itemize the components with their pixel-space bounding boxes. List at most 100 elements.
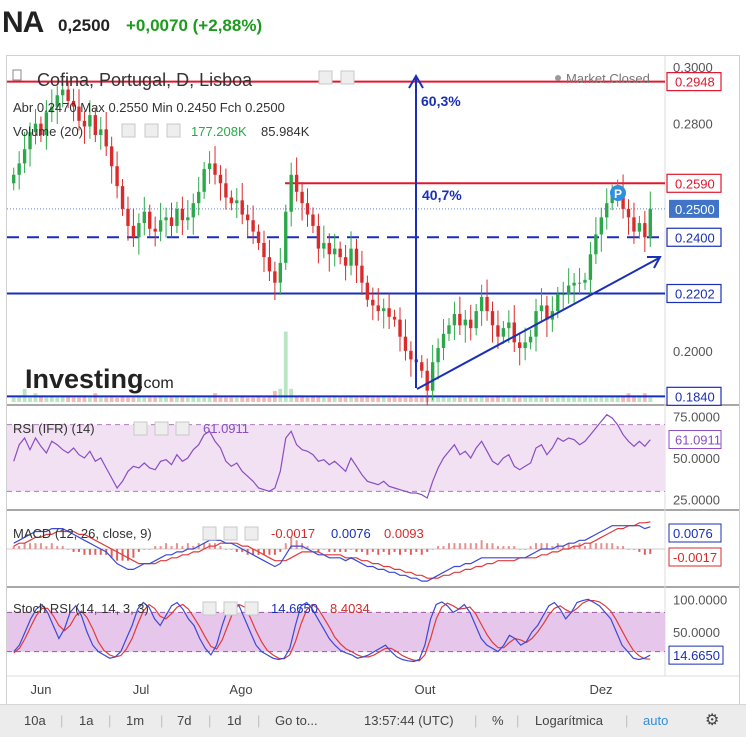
vertical-measure-arrow[interactable] — [408, 74, 424, 388]
price-tag-label: 0.2202 — [675, 286, 715, 301]
candle-body — [71, 100, 76, 107]
volume-bar — [338, 397, 343, 402]
volume-bar — [229, 397, 234, 402]
volume-bar — [77, 397, 81, 402]
auto-scale-button[interactable]: auto — [643, 713, 669, 728]
candle-body — [463, 319, 467, 326]
candle-body — [142, 211, 146, 224]
eye-icon[interactable] — [121, 123, 136, 138]
macd-histogram-bar — [567, 543, 570, 549]
macd-histogram-bar — [116, 549, 119, 561]
macd-series — [13, 525, 651, 582]
range-7d-button[interactable]: 7d — [177, 713, 192, 728]
candle-body — [262, 242, 266, 258]
candle-body — [50, 106, 54, 113]
volume-bar — [517, 397, 522, 402]
gear-icon[interactable] — [223, 526, 238, 541]
macd-histogram-bar — [540, 543, 543, 549]
candle-body — [300, 191, 304, 204]
macd-histogram-bar — [186, 543, 189, 549]
logo-text: Investing — [25, 364, 144, 394]
volume-bar — [468, 397, 473, 402]
trend-arrow[interactable] — [416, 256, 662, 390]
rsi-legend-title: RSI (IFR) (14) — [13, 421, 95, 436]
volume-bar — [213, 393, 217, 402]
eye-icon[interactable] — [318, 70, 333, 85]
range-10a-button[interactable]: 10a — [24, 713, 46, 728]
price-axis-tick: 0.3000 — [673, 60, 713, 75]
volume-bar — [463, 397, 468, 402]
percent-scale-button[interactable]: % — [492, 713, 504, 728]
stoch-k-series — [13, 598, 651, 663]
volume-bar — [626, 393, 631, 402]
close-icon[interactable] — [175, 421, 190, 436]
volume-bar — [82, 395, 87, 402]
range-1a-button[interactable]: 1a — [79, 713, 94, 728]
chart-canvas[interactable]: Investing .com 60,3% 40,7% P 0.2948 0.259… — [7, 56, 739, 705]
candle-body — [572, 282, 576, 286]
macd-histogram-bar — [132, 549, 135, 558]
rsi-axis-tick: 75.0000 — [673, 409, 720, 424]
candle-body — [186, 217, 190, 221]
chart-frame: Investing .com 60,3% 40,7% P 0.2948 0.259… — [6, 55, 740, 706]
macd-histogram-bar — [442, 546, 445, 549]
candle-body — [583, 279, 587, 283]
candle-body — [566, 285, 571, 295]
range-1d-button[interactable]: 1d — [227, 713, 242, 728]
volume-bar — [169, 397, 174, 402]
gear-icon[interactable] — [154, 421, 169, 436]
rsi-axis-tick: 25.0000 — [673, 493, 720, 508]
volume-bar — [512, 395, 517, 402]
candle-body — [343, 257, 348, 266]
volume-bar — [452, 397, 457, 402]
toolbar-separator: | — [257, 713, 261, 728]
candle-body — [436, 348, 440, 363]
horizontal-lines[interactable] — [7, 80, 665, 398]
macd-value-tag-label: 0.0076 — [673, 526, 713, 541]
candle-body — [44, 112, 49, 136]
gear-icon[interactable] — [144, 123, 159, 138]
candle-body — [109, 146, 114, 167]
go-to-button[interactable]: Go to... — [275, 713, 318, 728]
range-1m-button[interactable]: 1m — [126, 713, 145, 728]
candle-body — [175, 208, 179, 226]
volume-bar — [496, 395, 500, 402]
volume-bar — [224, 397, 228, 402]
candle-body — [338, 248, 342, 258]
log-scale-button[interactable]: Logarítmica — [535, 713, 603, 728]
eye-icon[interactable] — [202, 601, 217, 616]
macd-histogram-bar — [562, 546, 565, 549]
macd-histogram-bar — [137, 549, 140, 552]
close-icon[interactable] — [244, 526, 259, 541]
candle-body — [289, 174, 293, 212]
volume-bar — [370, 397, 375, 402]
volume-bar — [164, 397, 168, 402]
candle-body — [55, 95, 59, 107]
stoch-legend-title: Stoch RSI (14, 14, 3, 3) — [13, 601, 149, 616]
candle-body — [523, 342, 527, 349]
gear-icon[interactable] — [223, 601, 238, 616]
volume-bar — [104, 397, 109, 402]
rsi-value-tag-label: 61.0911 — [675, 433, 721, 448]
macd-histogram-bar — [513, 546, 516, 549]
volume-bar — [321, 397, 326, 402]
volume-bar — [354, 397, 359, 402]
volume-bar — [387, 397, 392, 402]
macd-histogram-bar — [458, 543, 461, 549]
macd-histogram-bar — [393, 549, 396, 552]
close-icon[interactable] — [244, 601, 259, 616]
macd-signal-value: 0.0093 — [384, 526, 424, 541]
collapse-icon[interactable] — [12, 69, 22, 81]
candle-body — [284, 211, 288, 263]
close-icon[interactable] — [166, 123, 181, 138]
toolbar-separator: | — [108, 713, 112, 728]
eye-icon[interactable] — [202, 526, 217, 541]
volume-bar — [131, 397, 136, 402]
macd-histogram-bar — [415, 549, 418, 552]
event-marker[interactable]: P — [610, 185, 626, 201]
gear-icon[interactable]: ⚙ — [705, 712, 720, 729]
candle-body — [621, 191, 625, 209]
eye-icon[interactable] — [133, 421, 148, 436]
gear-icon[interactable] — [340, 70, 355, 85]
macd-histogram-bar — [45, 546, 48, 549]
